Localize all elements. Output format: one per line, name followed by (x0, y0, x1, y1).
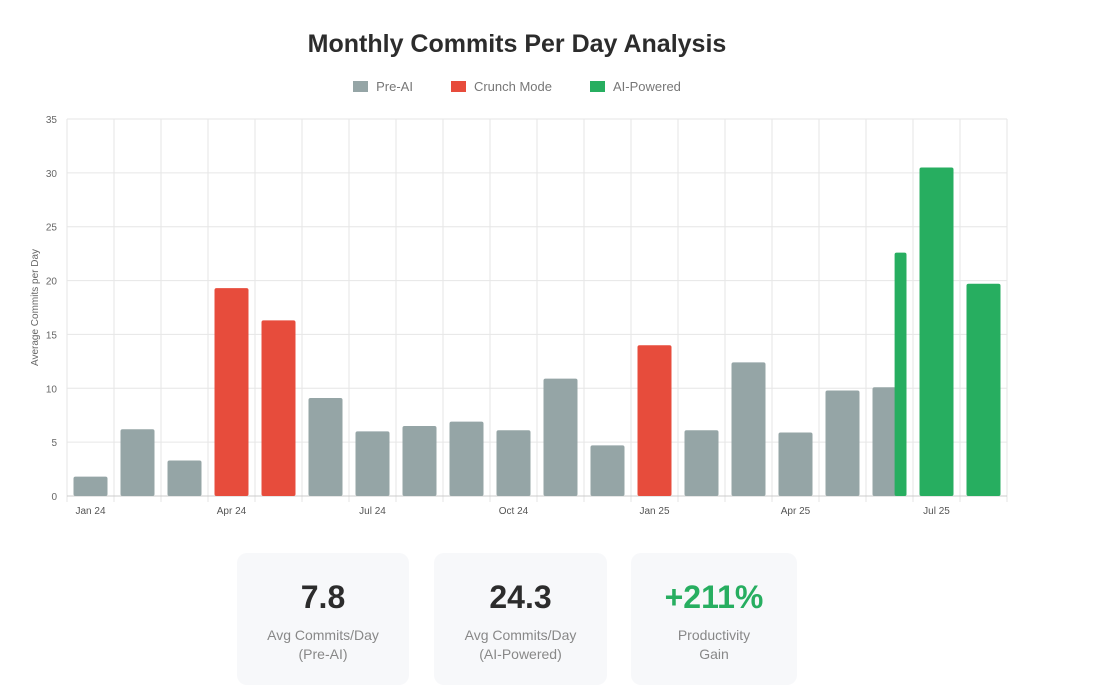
y-tick-label: 35 (46, 115, 58, 126)
legend-label: Crunch Mode (473, 79, 552, 94)
bar-ai-powered (919, 167, 954, 496)
bar-pre-ai (778, 432, 813, 496)
stat-label: Avg Commits/Day (267, 627, 379, 643)
x-tick-label: Jan 24 (75, 506, 105, 517)
y-tick-label: 5 (51, 438, 57, 449)
x-tick-label: Jul 24 (359, 506, 386, 517)
bar-pre-ai (543, 378, 578, 496)
bar-pre-ai (73, 476, 108, 496)
bar-pre-ai (825, 390, 860, 496)
y-tick-label: 10 (46, 384, 58, 395)
legend-item-ai[interactable]: AI-Powered (589, 79, 681, 94)
bar-pre-ai (167, 460, 202, 496)
bar-crunch-mode (261, 320, 296, 496)
stat-value: 24.3 (489, 579, 552, 615)
stat-label: Avg Commits/Day (464, 627, 577, 643)
x-tick-label: Oct 24 (499, 506, 529, 517)
bar-chart: 0 5 10 15 20 25 30 35 Jan 24 Apr 24 Jul 24 Oct 24 Ja… (30, 115, 1008, 517)
legend: Pre-AI Crunch Mode AI-Powered (0, 79, 1034, 94)
bar-pre-ai (120, 429, 155, 496)
chart-title: Monthly Commits Per Day Analysis (307, 30, 727, 58)
y-tick-label: 15 (46, 330, 58, 341)
bar-pre-ai (684, 430, 719, 496)
bar-pre-ai (402, 425, 437, 496)
stat-sublabel: Gain (699, 646, 729, 662)
bar-ai-powered (966, 283, 1001, 496)
stat-label: Productivity (677, 627, 751, 643)
y-tick-label: 25 (46, 223, 58, 234)
stat-sublabel: (AI-Powered) (479, 646, 562, 662)
bar-pre-ai (308, 397, 343, 496)
legend-label: AI-Powered (612, 79, 681, 94)
y-tick-label: 30 (46, 169, 58, 180)
stat-sublabel: (Pre-AI) (298, 646, 348, 662)
x-tick-label: Jan 25 (639, 506, 669, 517)
legend-label: Pre-AI (376, 79, 413, 94)
stat-value: +211% (664, 579, 764, 615)
stat-value: 7.8 (300, 579, 346, 615)
bar-crunch-mode (637, 345, 672, 496)
legend-item-crunch[interactable]: Crunch Mode (450, 79, 552, 94)
bar-pre-ai (731, 362, 766, 496)
x-tick-label: Jul 25 (923, 506, 950, 517)
y-tick-label: 0 (51, 492, 57, 503)
x-tick-label: Apr 24 (217, 506, 247, 517)
bar-pre-ai (449, 421, 484, 496)
x-tick-label: Apr 25 (781, 506, 811, 517)
y-tick-label: 20 (46, 277, 58, 288)
stat-card-gain: +211% Productivity Gain (631, 553, 797, 685)
y-axis-label: Average Commits per Day (30, 249, 41, 366)
bar-pre-ai (496, 430, 531, 496)
bar-crunch-mode (214, 288, 249, 496)
stat-card-ai: 24.3 Avg Commits/Day (AI-Powered) (434, 553, 607, 685)
bar-ai-powered (894, 252, 907, 496)
legend-item-pre-ai[interactable]: Pre-AI (353, 79, 413, 94)
bar-pre-ai (355, 431, 390, 496)
stat-card-pre-ai: 7.8 Avg Commits/Day (Pre-AI) (237, 553, 409, 685)
bar-pre-ai (590, 445, 625, 496)
